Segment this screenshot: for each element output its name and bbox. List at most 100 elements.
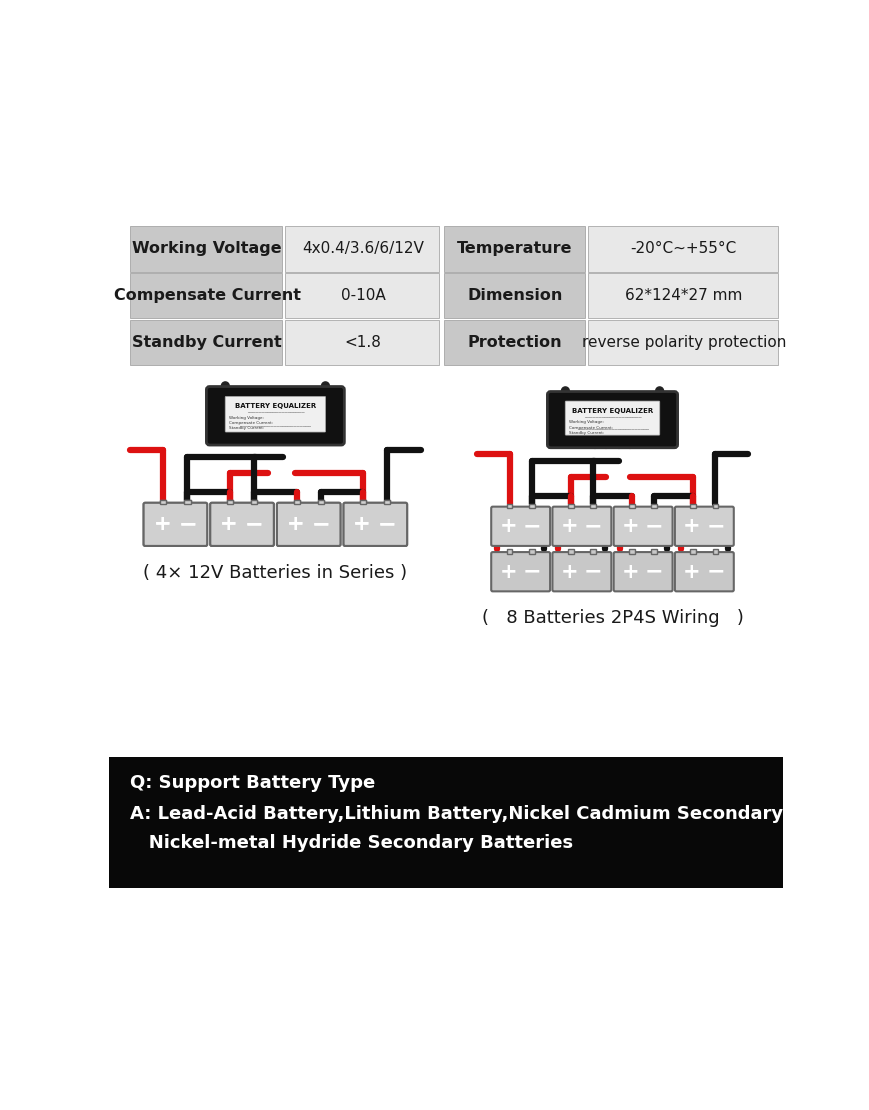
Text: -20°C~+55°C: -20°C~+55°C [630,242,736,256]
FancyBboxPatch shape [565,401,659,435]
Text: reverse polarity protection: reverse polarity protection [581,335,785,350]
Text: +: + [561,516,578,536]
Text: −: − [706,516,724,536]
Bar [690,549,695,554]
Bar [651,549,656,554]
FancyBboxPatch shape [552,552,611,592]
Bar [589,504,595,508]
Text: −: − [311,514,329,534]
Text: −: − [644,516,663,536]
Bar [293,500,299,504]
FancyBboxPatch shape [613,506,672,546]
Text: ─────────────────────────: ───────────────────────── [239,423,311,428]
Text: +: + [353,514,370,534]
Text: ( 4× 12V Batteries in Series ): ( 4× 12V Batteries in Series ) [143,564,407,582]
Text: A: Lead-Acid Battery,Lithium Battery,Nickel Cadmium Secondary Batteries: A: Lead-Acid Battery,Lithium Battery,Nic… [130,805,869,823]
Text: −: − [178,514,196,534]
Bar [589,549,595,554]
Bar [285,273,438,319]
Text: Dimension: Dimension [467,289,562,303]
Bar [130,226,282,272]
Text: +: + [286,514,304,534]
Bar [109,757,782,888]
Text: −: − [644,562,663,582]
FancyBboxPatch shape [674,506,733,546]
Bar [251,500,257,504]
Circle shape [655,387,663,395]
Bar [317,500,323,504]
Bar [567,504,573,508]
Text: −: − [583,516,601,536]
Text: −: − [522,516,541,536]
Text: +: + [621,562,639,582]
Bar [285,320,438,365]
FancyBboxPatch shape [343,503,407,546]
Text: +: + [682,516,700,536]
Text: Working Voltage:: Working Voltage: [229,416,263,420]
Circle shape [561,387,568,395]
Text: +: + [353,514,370,534]
Text: Standby Current: Standby Current [132,335,282,350]
Bar [251,500,257,504]
Text: 0-10A: 0-10A [340,289,385,303]
FancyBboxPatch shape [552,506,611,546]
FancyBboxPatch shape [276,503,340,546]
FancyBboxPatch shape [225,396,325,432]
FancyBboxPatch shape [491,506,549,546]
Text: +: + [561,562,578,582]
Text: 62*124*27 mm: 62*124*27 mm [625,289,741,303]
Bar [130,273,282,319]
Text: <1.8: <1.8 [344,335,381,350]
FancyBboxPatch shape [674,552,733,592]
Text: BATTERY EQUALIZER: BATTERY EQUALIZER [235,403,315,410]
Bar [443,226,584,272]
FancyBboxPatch shape [547,392,677,447]
Bar [160,500,166,504]
Text: +: + [499,562,516,582]
Text: Compensate Current:: Compensate Current: [229,421,273,425]
Text: −: − [706,562,724,582]
Text: Temperature: Temperature [456,242,572,256]
Bar [130,320,282,365]
Bar [587,320,778,365]
Bar [384,500,390,504]
Text: Working Voltage:: Working Voltage: [568,421,603,424]
Bar [227,500,233,504]
Text: Standby Current:: Standby Current: [568,431,604,435]
Text: +: + [220,514,237,534]
FancyBboxPatch shape [143,503,207,546]
Bar [628,504,634,508]
Bar [587,226,778,272]
Bar [587,273,778,319]
Bar [567,549,573,554]
Text: Compensate Current:: Compensate Current: [568,426,613,430]
Text: 4x0.4/3.6/6/12V: 4x0.4/3.6/6/12V [302,242,423,256]
Bar [360,500,366,504]
Text: (   8 Batteries 2P4S Wiring   ): ( 8 Batteries 2P4S Wiring ) [481,609,743,627]
Bar [360,500,366,504]
Text: −: − [244,514,263,534]
Bar [628,549,634,554]
Text: +: + [682,562,700,582]
Text: −: − [583,562,601,582]
Text: ─────────────────────────: ───────────────────────── [576,426,647,432]
FancyBboxPatch shape [343,503,407,546]
Text: −: − [178,514,196,534]
Text: +: + [286,514,304,534]
Text: Standby Current:: Standby Current: [229,426,264,431]
FancyBboxPatch shape [210,503,274,546]
Circle shape [222,382,229,390]
Bar [184,500,190,504]
Text: BATTERY EQUALIZER: BATTERY EQUALIZER [571,408,653,414]
Text: Q: Support Battery Type: Q: Support Battery Type [130,774,375,791]
Bar [184,500,190,504]
Text: +: + [153,514,170,534]
Circle shape [322,382,329,390]
FancyBboxPatch shape [613,552,672,592]
Bar [293,500,299,504]
Bar [690,504,695,508]
Bar [443,273,584,319]
Bar [506,549,512,554]
FancyBboxPatch shape [276,503,340,546]
Text: ────────────────────: ──────────────────── [583,414,640,420]
